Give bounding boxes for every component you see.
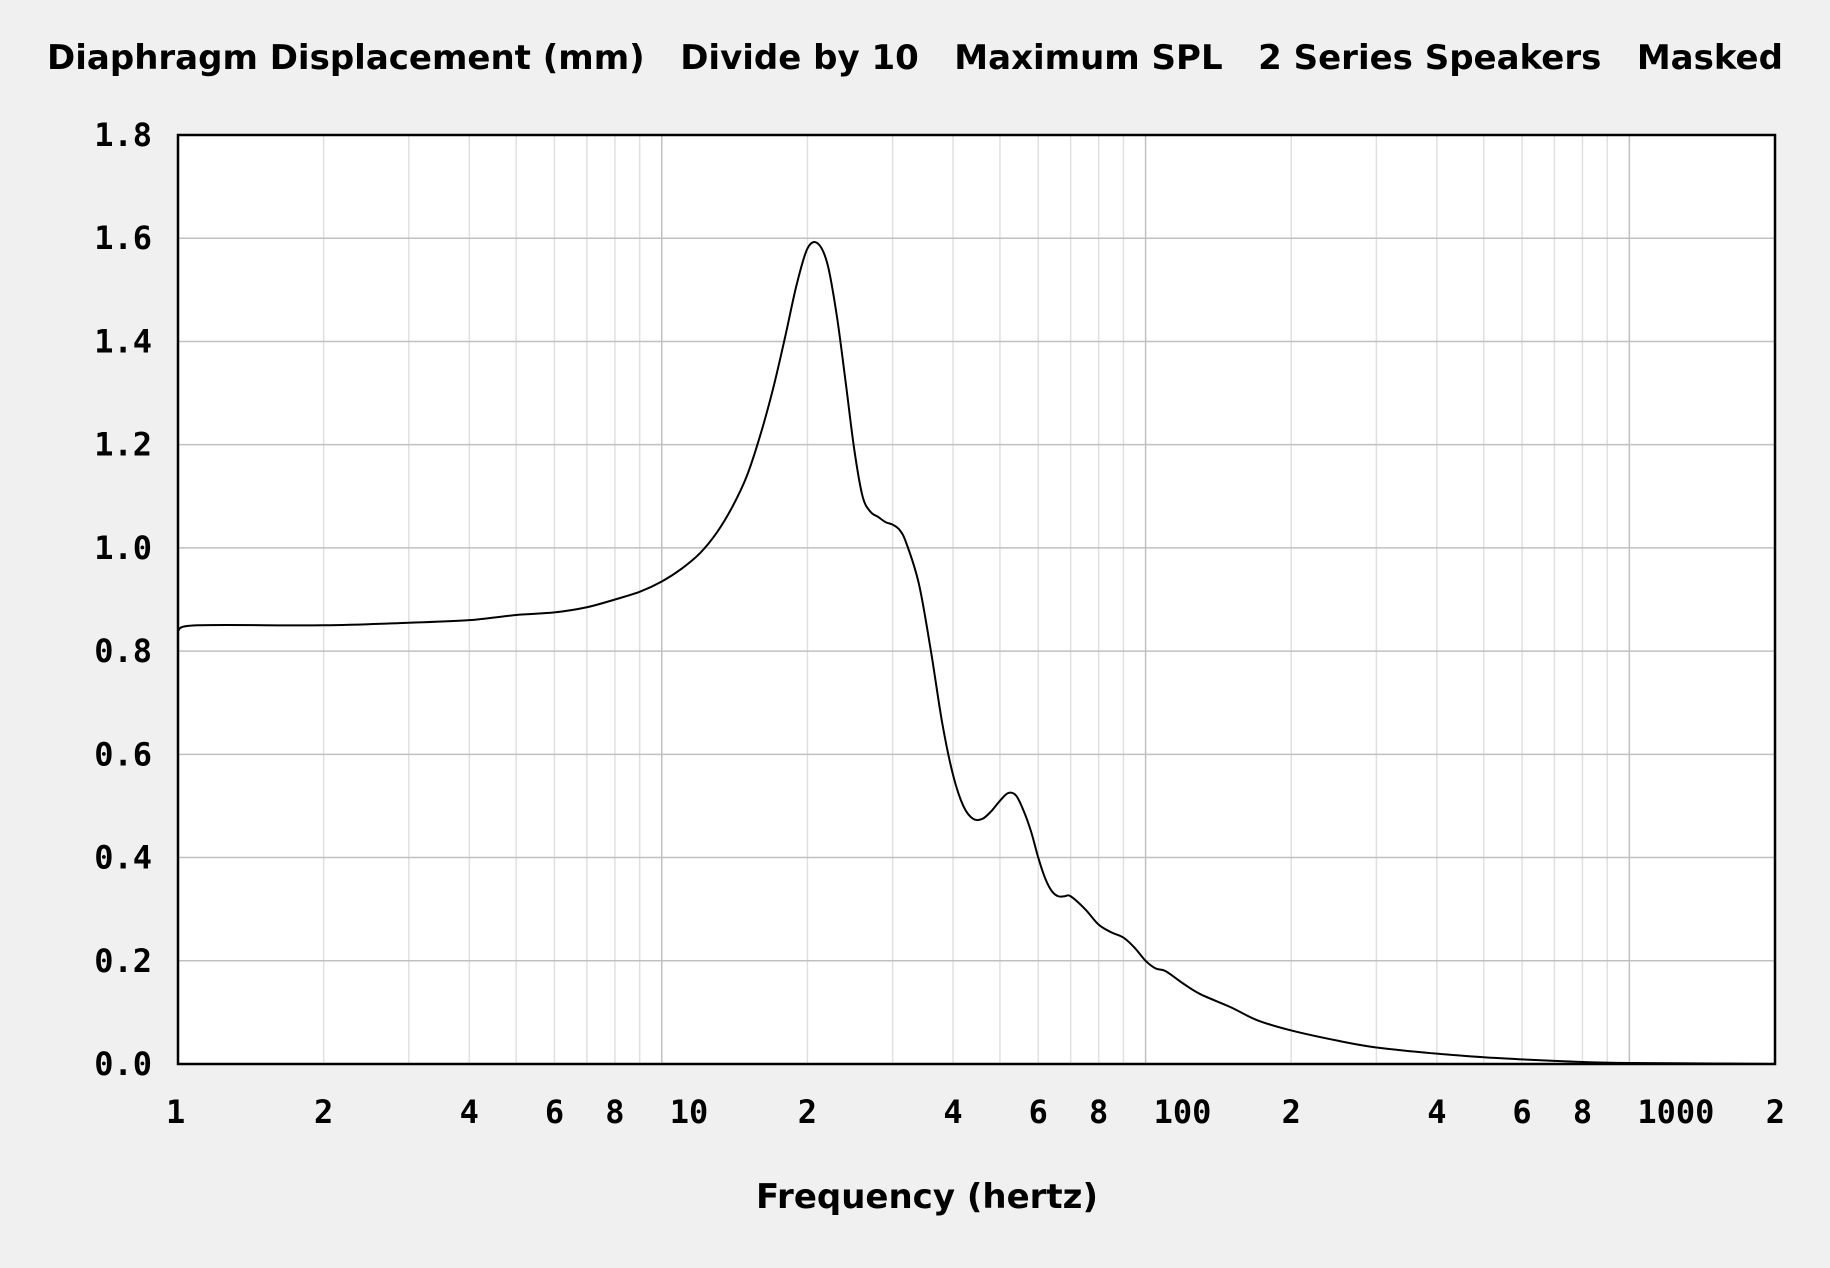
x-tick-label: 100 [1154,1093,1212,1131]
x-tick-label: 1000 [1637,1093,1714,1131]
y-axis-ticks: 0.0 0.2 0.4 0.6 0.8 1.0 1.2 1.4 1.6 1.8 [94,116,152,1083]
plot-frame [176,133,1777,1066]
x-tick-label: 4 [943,1093,962,1131]
y-tick-label: 0.2 [94,942,152,980]
y-tick-label: 0.6 [94,735,152,773]
y-tick-label: 0.8 [94,632,152,670]
x-tick-label: 6 [1029,1093,1048,1131]
series-line-displacement [177,241,1776,1065]
y-tick-label: 1.6 [94,219,152,257]
y-tick-label: 0.4 [94,839,152,877]
x-tick-label: 8 [1089,1093,1108,1131]
y-tick-label: 1.4 [94,322,152,360]
major-grid [178,135,1775,1064]
y-tick-label: 1.2 [94,426,152,464]
x-tick-label: 4 [460,1093,479,1131]
y-tick-label: 1.0 [94,529,152,567]
x-tick-label: 1 [166,1093,185,1131]
x-axis-ticks: 1 2 4 6 8 10 2 4 6 8 100 2 4 6 8 1000 2 [166,1093,1785,1131]
y-tick-label: 0.0 [94,1045,152,1083]
y-tick-label: 1.8 [94,116,152,154]
x-tick-label: 2 [798,1093,817,1131]
x-tick-label: 8 [605,1093,624,1131]
chart-title: Diaphragm Displacement (mm) Divide by 10… [47,38,1783,78]
x-tick-label: 2 [1766,1093,1785,1131]
x-tick-label: 2 [1282,1093,1301,1131]
x-tick-label: 8 [1573,1093,1592,1131]
x-tick-label: 4 [1427,1093,1446,1131]
x-tick-label: 10 [670,1093,709,1131]
x-tick-label: 2 [314,1093,333,1131]
plot-area [178,135,1775,1064]
x-tick-label: 6 [545,1093,564,1131]
x-tick-label: 6 [1512,1093,1531,1131]
x-axis-label: Frequency (hertz) [756,1177,1098,1217]
